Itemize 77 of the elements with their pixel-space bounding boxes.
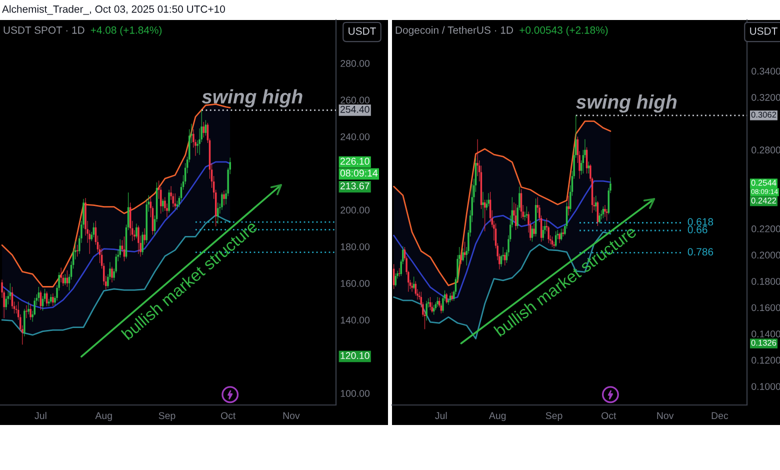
candlestick xyxy=(142,232,144,256)
candlestick xyxy=(60,267,62,283)
candlestick xyxy=(533,223,535,237)
y-axis-title: USDT xyxy=(348,27,376,35)
series-label: 0.786 xyxy=(688,248,714,256)
candlestick xyxy=(168,189,170,213)
candlestick xyxy=(436,296,438,308)
x-tick-label: Jul xyxy=(34,412,46,420)
annotation: 0.1326 xyxy=(751,340,776,346)
candlestick xyxy=(144,228,146,246)
candlestick xyxy=(138,225,140,254)
x-tick-label: Dec xyxy=(712,412,728,420)
annotation: 213.67 xyxy=(340,182,370,190)
x-tick-label: Nov xyxy=(283,412,300,420)
x-tick-label: Sep xyxy=(546,412,562,422)
candlestick xyxy=(217,202,219,224)
x-tick-label: Oct xyxy=(220,412,236,420)
annotation: 254.40 xyxy=(340,106,370,113)
x-tick-label: Jul xyxy=(435,412,447,420)
candlestick xyxy=(162,198,164,212)
candlestick xyxy=(50,294,52,304)
y-tick-label: 200.00 xyxy=(340,206,370,214)
candlestick xyxy=(176,200,178,210)
candlestick xyxy=(606,208,608,222)
candlestick xyxy=(482,192,484,218)
text: Dogecoin / TetherUS · 1D xyxy=(396,26,514,36)
candlestick xyxy=(600,210,602,220)
candlestick xyxy=(52,293,54,306)
candlestick xyxy=(30,304,32,320)
candlestick xyxy=(426,300,428,321)
text: Alchemist_Trader_, Oct 03, 2025 01:50 UTC+10 xyxy=(2,5,225,15)
x-tick-label: Sep xyxy=(158,412,176,422)
chart-title: USDT SPOT · 1D xyxy=(4,26,84,34)
annotation: 0.3062 xyxy=(751,112,776,118)
candlestick xyxy=(488,192,490,207)
annotation: 226.10 xyxy=(340,158,370,165)
candlestick xyxy=(598,212,600,224)
y-tick-label: 180.00 xyxy=(340,243,370,250)
text: +0.00543 (+2.18%) xyxy=(520,26,608,36)
y-tick-label: 240.00 xyxy=(340,133,370,140)
candlestick xyxy=(28,301,30,315)
text: +4.08 (+1.84%) xyxy=(90,26,162,36)
candlestick xyxy=(429,296,432,310)
candlestick xyxy=(223,190,225,206)
text: 08:09:14 xyxy=(340,170,378,177)
candlestick xyxy=(174,193,176,210)
y-tick-label: 100.00 xyxy=(340,390,370,397)
candlestick xyxy=(24,308,26,337)
y-tick-label: 260.00 xyxy=(340,96,370,104)
y-tick-label: 280.00 xyxy=(340,60,370,67)
annotation: swing high xyxy=(576,94,677,113)
candlestick xyxy=(568,196,570,216)
candlestick xyxy=(111,266,113,283)
y-axis-title: USDT xyxy=(750,27,778,35)
candlestick xyxy=(558,232,560,244)
candlestick xyxy=(449,292,452,303)
candlestick xyxy=(604,204,606,218)
series-label: 0.618 xyxy=(688,218,714,226)
y-tick-label: 140.00 xyxy=(340,316,370,324)
candlestick xyxy=(221,192,223,210)
annotation: 0.2422 xyxy=(751,198,776,204)
candlestick xyxy=(526,206,528,218)
candlestick xyxy=(411,282,413,292)
annotation: 120.10 xyxy=(340,352,370,360)
x-tick-label: Oct xyxy=(602,412,616,420)
x-tick-label: Nov xyxy=(657,412,674,420)
x-tick-label: Aug xyxy=(488,412,506,422)
candlestick xyxy=(451,291,453,302)
candlestick xyxy=(462,248,464,262)
candlestick xyxy=(595,196,597,212)
annotation: 0.2544 xyxy=(751,180,776,186)
x-tick-label: Aug xyxy=(95,412,112,422)
candlestick xyxy=(433,304,435,316)
annotation: swing high xyxy=(202,89,302,108)
series-label: 0.66 xyxy=(688,226,708,234)
y-tick-label: 160.00 xyxy=(340,280,370,287)
candlestick xyxy=(136,223,138,239)
